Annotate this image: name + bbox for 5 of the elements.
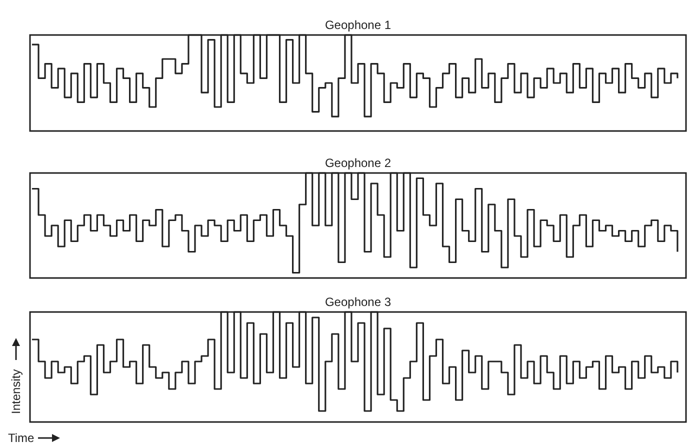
chart-title: Geophone 1 (324, 18, 392, 32)
chart-title: Geophone 3 (324, 295, 392, 309)
chart-title: Geophone 2 (324, 156, 392, 170)
y-axis-title: Intensity (9, 369, 23, 414)
x-axis-title: Time (8, 431, 35, 445)
